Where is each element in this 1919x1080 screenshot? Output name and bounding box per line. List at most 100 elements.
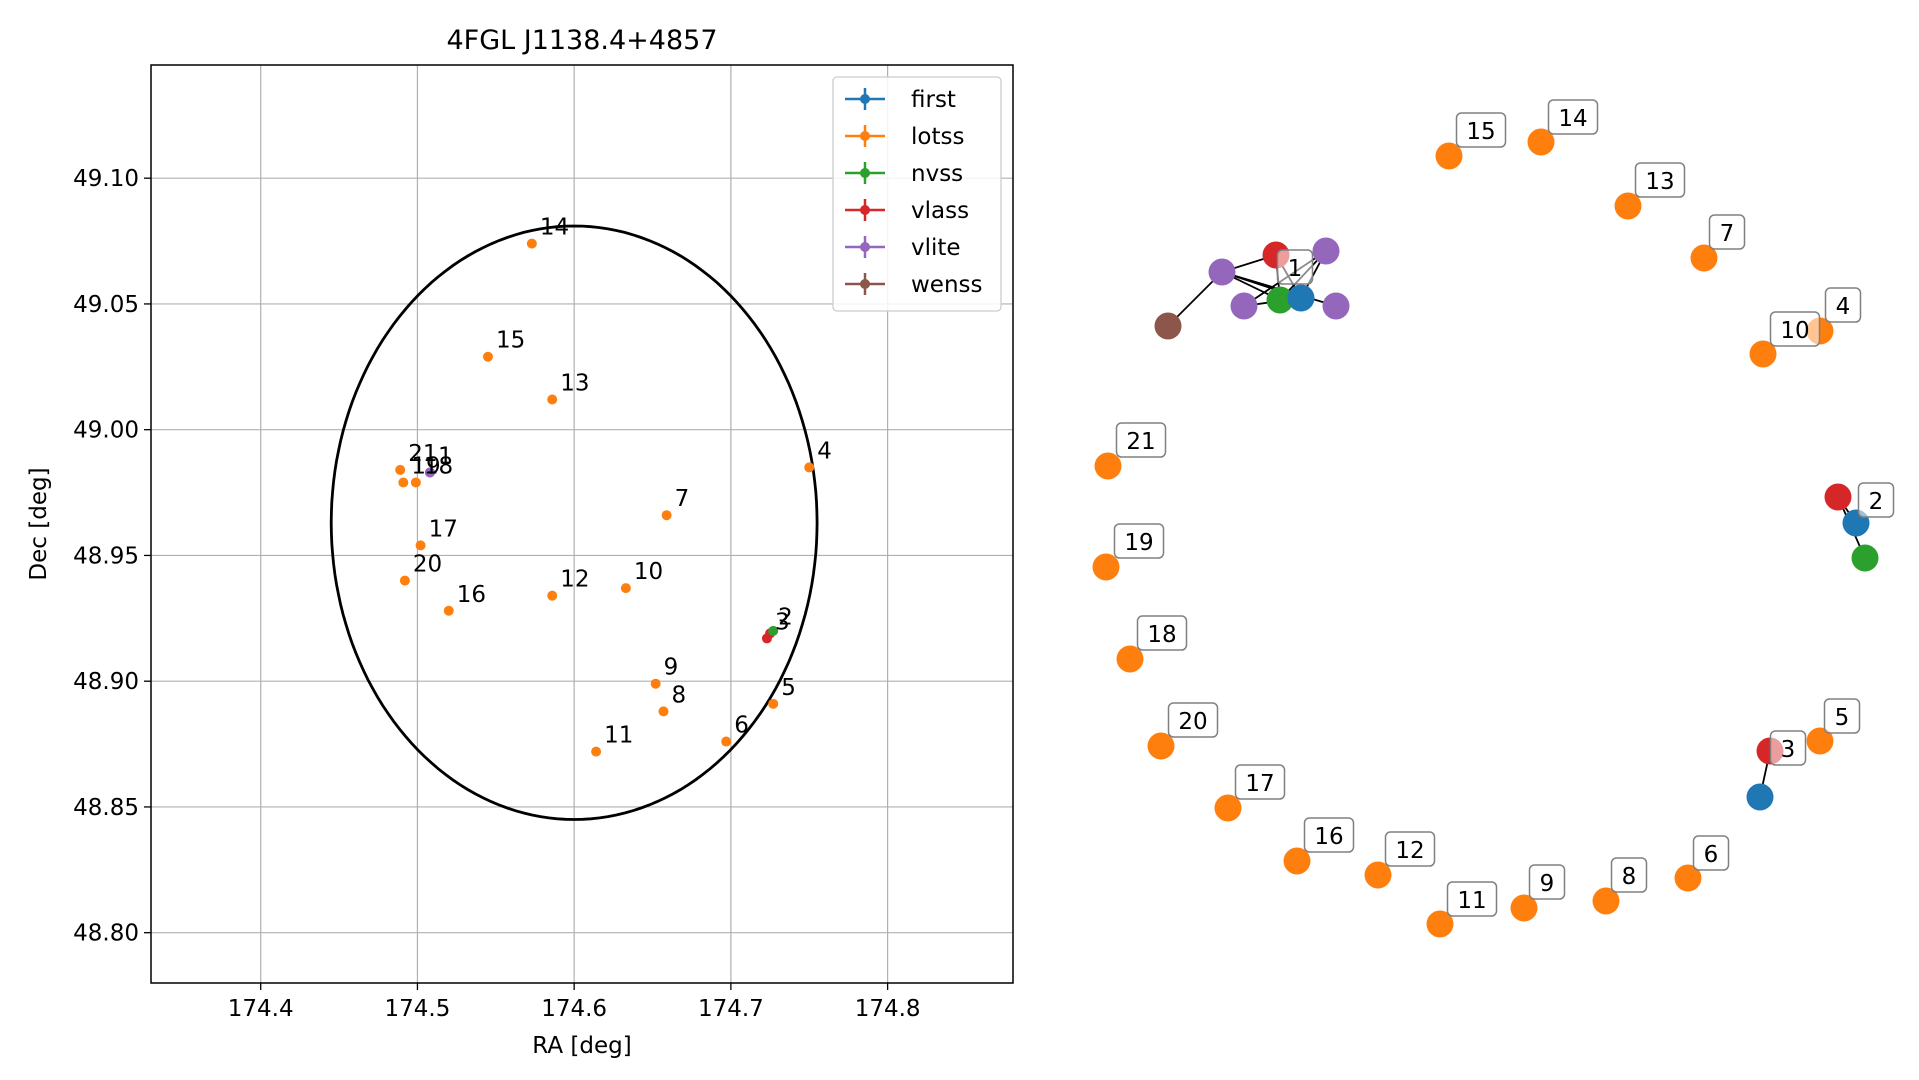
lotss-point: [547, 590, 558, 601]
point-label: 21: [408, 441, 437, 467]
legend-label: vlite: [911, 235, 961, 261]
network-node: [1592, 887, 1620, 915]
point-label: 2: [778, 604, 793, 630]
network-label-box: [1276, 249, 1314, 285]
x-tick-label: 174.6: [541, 996, 607, 1022]
legend-label: nvss: [911, 161, 963, 187]
network-node: [1208, 258, 1236, 286]
lotss-point: [395, 464, 406, 475]
y-axis-label: Dec [deg]: [26, 467, 52, 580]
lotss-point: [399, 575, 410, 586]
lotss-point: [443, 605, 454, 616]
point-label: 19: [411, 454, 440, 480]
network-node: [1283, 847, 1311, 875]
network-label: 13: [1645, 169, 1674, 195]
network-label: 2: [1869, 489, 1884, 515]
point-label: 4: [817, 438, 832, 464]
legend-label: first: [911, 87, 956, 113]
network-nodes: [1092, 128, 1879, 938]
point-label: 5: [781, 675, 796, 701]
network-node: [1749, 340, 1777, 368]
network-label: 17: [1245, 771, 1274, 797]
x-axis-label: RA [deg]: [532, 1033, 631, 1059]
x-tick-label: 174.7: [698, 996, 764, 1022]
network-label: 15: [1466, 119, 1495, 145]
point-label: 13: [560, 371, 589, 397]
network-label-box: [1446, 881, 1498, 917]
x-tick-label: 174.4: [228, 996, 294, 1022]
network-label: 20: [1178, 709, 1207, 735]
network-node: [1116, 645, 1144, 673]
network-label-box: [1708, 214, 1746, 250]
network-node: [1092, 553, 1120, 581]
network-label: 19: [1124, 530, 1153, 556]
network-label-box: [1528, 864, 1566, 900]
network-label: 12: [1395, 838, 1424, 864]
vlite-point: [424, 467, 435, 478]
legend-marker-dot: [860, 242, 870, 252]
point-label: 11: [604, 723, 633, 749]
network-label-box: [1547, 99, 1599, 135]
network-node: [1824, 483, 1852, 511]
network-node: [1147, 732, 1175, 760]
network-label-box: [1303, 817, 1355, 853]
chart-title: 4FGL J1138.4+4857: [446, 25, 717, 56]
network-label: 11: [1457, 888, 1486, 914]
network-label: 6: [1704, 842, 1719, 868]
network-label-box: [1455, 112, 1507, 148]
network-node: [1426, 910, 1454, 938]
network-label: 4: [1836, 294, 1851, 320]
network-label-box: [1115, 422, 1167, 458]
point-label: 20: [413, 552, 442, 578]
network-node: [1614, 192, 1642, 220]
lotss-point: [410, 477, 421, 488]
lotss-point: [804, 462, 815, 473]
lotss-point: [658, 706, 669, 717]
network-label-box: [1610, 857, 1648, 893]
network-label-box: [1857, 482, 1895, 518]
network-node: [1230, 292, 1258, 320]
lotss-point: [398, 477, 409, 488]
network-label: 9: [1540, 871, 1555, 897]
legend-label: lotss: [911, 124, 964, 150]
point-label: 1: [438, 443, 453, 469]
network-label: 5: [1835, 705, 1850, 731]
network-node: [1746, 783, 1774, 811]
y-tick-label: 48.80: [73, 921, 139, 947]
legend-marker-dot: [860, 279, 870, 289]
point-label: 10: [634, 559, 663, 585]
network-label-box: [1823, 698, 1861, 734]
y-tick-label: 48.95: [73, 543, 139, 569]
network-label-box: [1384, 831, 1436, 867]
network-node: [1154, 312, 1182, 340]
network-label: 1: [1288, 256, 1303, 282]
point-label: 7: [675, 486, 690, 512]
network-node: [1266, 286, 1294, 314]
data-points: [395, 238, 815, 757]
lotss-point: [415, 540, 426, 551]
lotss-point: [591, 746, 602, 757]
point-label: 15: [496, 328, 525, 354]
point-label: 3: [775, 609, 790, 635]
network-label-box: [1634, 162, 1686, 198]
point-label: 17: [429, 516, 458, 542]
lotss-point: [526, 238, 537, 249]
x-tick-label: 174.8: [855, 996, 921, 1022]
plot-frame: [150, 64, 1014, 984]
legend: first lotss nvss vlass vlite wenss: [832, 76, 1002, 312]
network-node: [1851, 544, 1879, 572]
lotss-point: [547, 394, 558, 405]
uncertainty-ellipse: [329, 224, 819, 821]
axis-ticks: 174.4 174.5 174.6 174.7 174.8 48.80 48.85 48.90…: [73, 166, 920, 1022]
network-node: [1287, 284, 1315, 312]
network-label-box: [1234, 764, 1286, 800]
point-label: 16: [457, 582, 486, 608]
lotss-point: [768, 698, 779, 709]
network-label-box: [1136, 615, 1188, 651]
network-node: [1214, 794, 1242, 822]
